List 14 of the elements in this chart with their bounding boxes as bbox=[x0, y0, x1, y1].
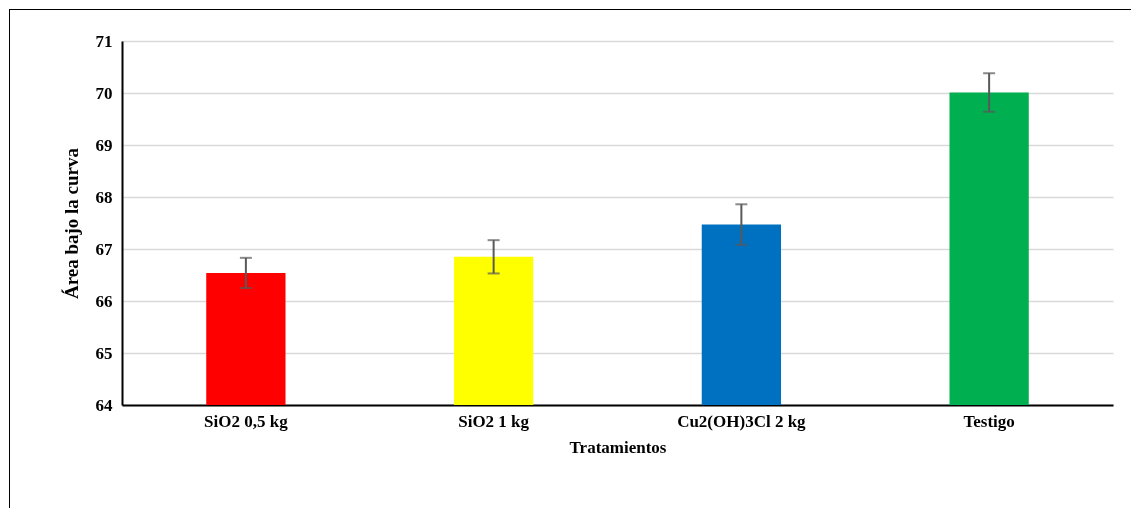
y-axis-title: Área bajo la curva bbox=[60, 147, 82, 300]
y-tick-label: 65 bbox=[95, 343, 113, 363]
y-tick-label: 69 bbox=[95, 135, 113, 155]
x-tick-label: SiO2 1 kg bbox=[458, 411, 530, 431]
x-tick-label: Cu2(OH)3Cl 2 kg bbox=[677, 411, 807, 431]
y-tick-label: 68 bbox=[95, 187, 113, 207]
y-tick-label: 67 bbox=[95, 239, 113, 259]
y-tick-label: 64 bbox=[95, 395, 113, 415]
y-tick-label: 70 bbox=[95, 83, 113, 103]
x-tick-label: Testigo bbox=[963, 411, 1015, 431]
y-tick-label: 71 bbox=[95, 31, 113, 51]
x-tick-label: SiO2 0,5 kg bbox=[204, 411, 289, 431]
x-axis-title: Tratamientos bbox=[569, 437, 667, 457]
y-tick-label: 66 bbox=[95, 291, 113, 311]
